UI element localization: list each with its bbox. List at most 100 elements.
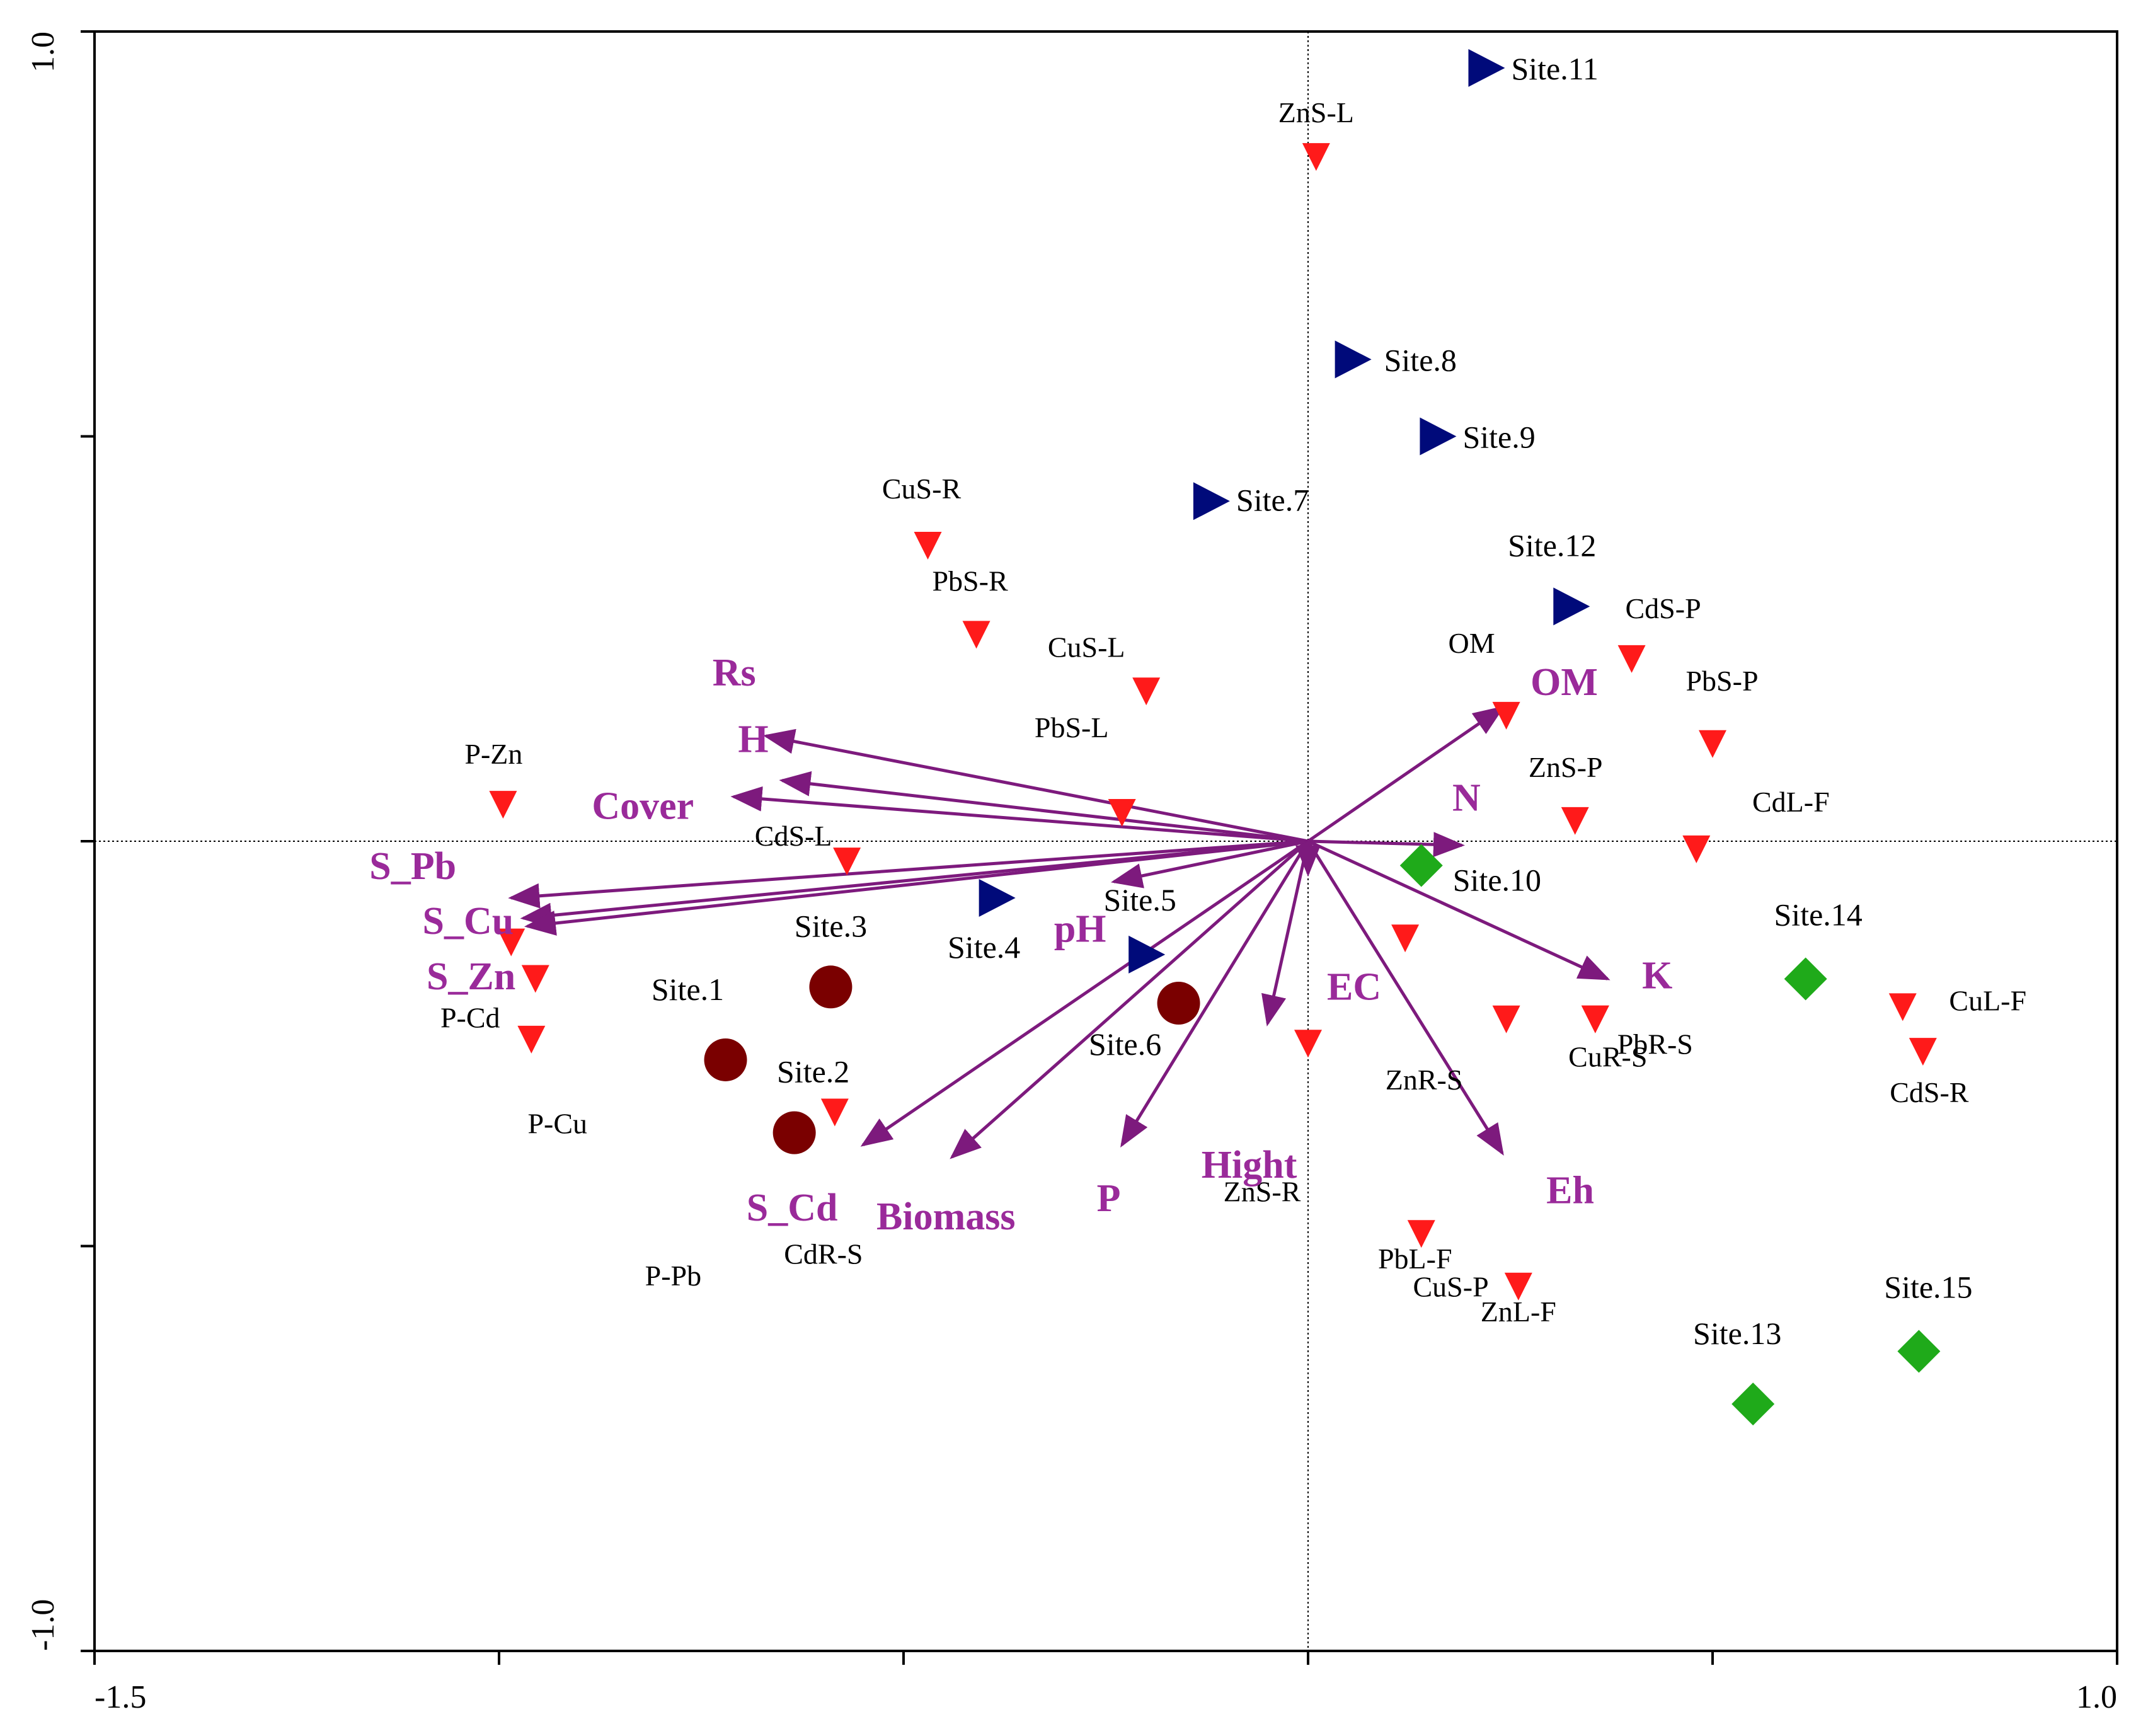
site-label-site-11: Site.11 [1511,51,1598,86]
metal-label-cds-l: CdS-L [755,820,832,852]
arrow-k [1307,839,1611,980]
points-layer [489,49,1941,1426]
site-label-site-2: Site.2 [777,1054,849,1089]
triangle-down-marker-cdl-f [1682,835,1711,863]
env-label-s-cu: S_Cu [423,900,514,943]
arrow-hight [1261,841,1310,1027]
arrow-cover [730,786,1309,843]
triangle-down-marker-cus-p [1492,1005,1520,1033]
env-label-cover: Cover [592,785,694,827]
triangle-down-marker-p-cu [521,965,549,993]
triangle-down-marker-cus-l [1132,677,1161,706]
triangle-right-marker-site-5 [1128,935,1166,974]
env-label-om: OM [1530,661,1598,704]
env-label-h: H [738,718,768,761]
metal-label-p-zn: P-Zn [464,738,522,770]
triangle-down-marker-pbs-p [1699,730,1726,758]
triangle-down-marker-cds-l [833,848,861,876]
site-label-site-6: Site.6 [1089,1026,1161,1062]
site-label-site-9: Site.9 [1462,420,1535,455]
metal-label-zns-l: ZnS-L [1278,96,1354,129]
triangle-down-marker-cdr-s [820,1098,849,1127]
triangle-down-marker-cul-f [1888,993,1917,1021]
diamond-marker-site-15 [1897,1330,1941,1373]
triangle-down-marker-p-zn [489,791,517,819]
site-label-site-5: Site.5 [1104,882,1176,917]
env-label-ph: pH [1054,907,1106,950]
env-label-k: K [1642,954,1672,997]
y-tick-label: -1.0 [25,1599,61,1651]
metal-label-cds-p: CdS-P [1626,592,1701,624]
triangle-down-marker-pbl-f [1407,1220,1435,1248]
diamond-marker-site-10 [1399,844,1443,887]
circle-marker-site-1 [704,1038,747,1081]
metal-label-zns-p: ZnS-P [1529,751,1603,783]
labels-layer: Site.1 Site.2 Site.3 Site.6 Site.4 Site.5 Site… [369,51,2026,1351]
triangle-down-marker-p-pb [517,1025,546,1054]
metal-label-cdr-s: CdR-S [784,1238,863,1270]
env-label-biomass: Biomass [876,1195,1015,1238]
circle-marker-site-3 [809,965,853,1009]
metal-label-pbl-f: PbL-F [1378,1243,1452,1275]
metal-label-cus-l: CuS-L [1048,631,1125,663]
env-label-n: N [1452,776,1481,819]
env-label-s-zn: S_Zn [427,955,515,998]
triangle-down-marker-pbr-s [1581,1005,1609,1033]
triangle-down-marker-zns-r [1294,1030,1322,1058]
metal-label-znr-s: ZnR-S [1386,1064,1463,1096]
metal-label-om: OM [1449,627,1495,659]
triangle-down-marker-cus-r [914,531,942,560]
metal-label-pbs-r: PbS-R [932,565,1008,597]
site-label-site-13: Site.13 [1693,1316,1781,1351]
arrow-om [1307,706,1505,843]
env-label-eh: Eh [1546,1170,1594,1212]
triangle-down-marker-p-cd [497,928,525,957]
metal-label-cds-r: CdS-R [1890,1076,1969,1108]
triangle-right-marker-site-11 [1468,49,1505,87]
metal-label-cus-p: CuS-P [1413,1271,1488,1303]
metal-label-p-cd: P-Cd [440,1002,500,1034]
site-label-site-3: Site.3 [795,908,867,943]
triangle-down-marker-zns-l [1302,143,1330,171]
arrow-s-cd [860,839,1309,1147]
metal-label-pbs-p: PbS-P [1685,665,1758,697]
triangle-right-marker-site-8 [1335,340,1372,379]
metal-label-zns-r: ZnS-R [1224,1175,1301,1207]
arrow-rs [762,728,1309,843]
env-label-s-pb: S_Pb [369,845,456,888]
triangle-down-marker-cds-p [1617,645,1646,673]
triangle-down-marker-om [1492,701,1520,730]
metal-label-p-pb: P-Pb [645,1260,701,1292]
env-label-ec: EC [1327,965,1381,1008]
x-tick-label: -1.5 [95,1679,146,1715]
triangle-down-marker-cds-r [1909,1038,1937,1066]
circle-marker-site-2 [772,1111,816,1154]
arrow-biomass [950,840,1309,1159]
env-label-p: P [1097,1177,1121,1220]
triangle-down-marker-znl-f [1504,1272,1532,1301]
triangle-right-marker-site-9 [1420,417,1457,456]
triangle-right-marker-site-12 [1553,587,1590,626]
site-label-site-7: Site.7 [1236,482,1309,517]
site-label-site-12: Site.12 [1508,527,1596,563]
site-label-site-14: Site.14 [1774,897,1863,932]
diamond-marker-site-14 [1784,957,1827,1001]
metal-label-cur-s: CuR-S [1568,1041,1647,1073]
axes-layer: -1.5 1.0 1.0 -1.0 [25,30,2118,1715]
triangle-down-marker-zns-p [1561,807,1589,835]
site-label-site-8: Site.8 [1384,342,1457,377]
arrow-s-zn [524,839,1309,936]
diamond-marker-site-13 [1731,1382,1775,1426]
env-label-rs: Rs [713,652,756,694]
triangle-right-marker-site-4 [979,878,1016,917]
arrow-eh [1306,840,1504,1156]
metal-label-pbs-l: PbS-L [1035,711,1109,744]
triangle-down-marker-znr-s [1391,924,1420,953]
metal-label-pbr-s: PbR-S [1617,1028,1693,1061]
arrow-s-pb [508,839,1309,909]
metal-label-cdl-f: CdL-F [1752,786,1830,818]
site-label-site-4: Site.4 [948,929,1020,965]
site-label-site-15: Site.15 [1884,1270,1972,1305]
